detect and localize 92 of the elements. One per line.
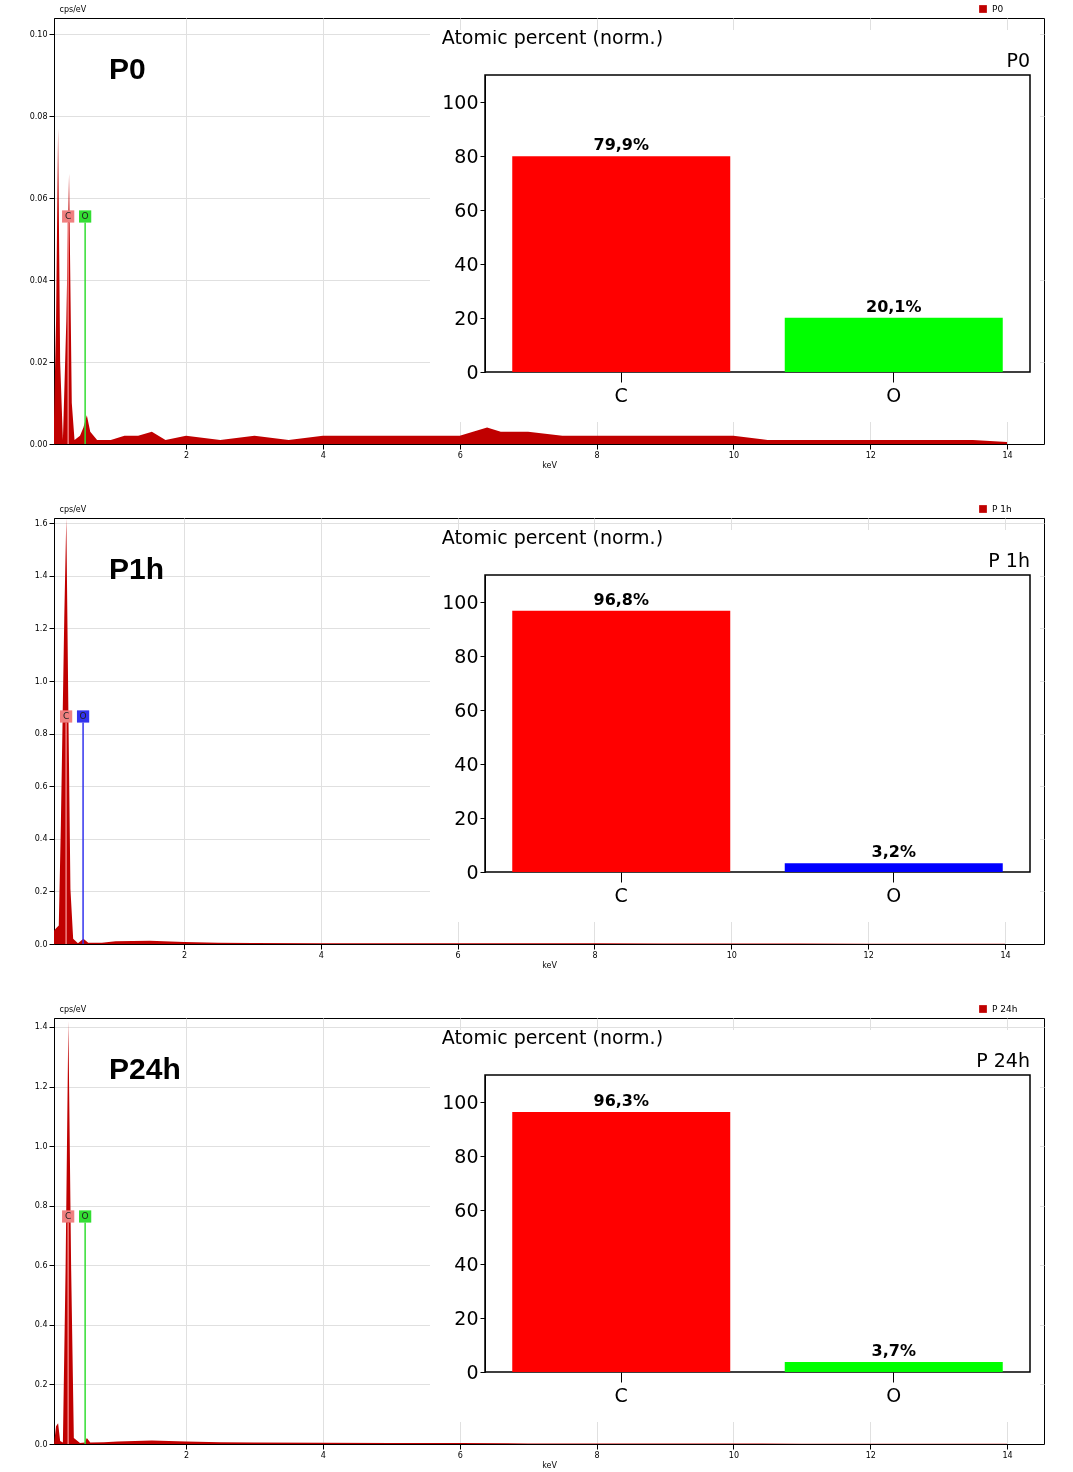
y-tick-label: 20 bbox=[454, 1306, 479, 1329]
y-tick-label: 100 bbox=[442, 590, 479, 613]
x-tick-label: 12 bbox=[865, 1450, 876, 1460]
ref-line-label: C bbox=[65, 211, 72, 222]
y-tick-label: 100 bbox=[442, 1090, 479, 1113]
x-tick-label: 10 bbox=[726, 950, 737, 960]
legend-label: P0 bbox=[992, 4, 1004, 14]
y-tick-label: 1.4 bbox=[34, 571, 48, 581]
legend-label: P 24h bbox=[992, 1004, 1018, 1014]
legend-label: P 1h bbox=[992, 504, 1012, 514]
y-tick-label: 80 bbox=[454, 144, 479, 167]
y-tick-label: 0.00 bbox=[29, 439, 48, 449]
annotation: P1h bbox=[109, 552, 165, 585]
y-tick-label: 0 bbox=[466, 860, 479, 883]
y-tick-label: 1.0 bbox=[34, 676, 48, 686]
y-tick-label: 0.4 bbox=[34, 1320, 48, 1330]
y-tick-label: 1.4 bbox=[34, 1022, 48, 1032]
x-tick-label: 4 bbox=[320, 1450, 326, 1460]
x-tick-label: 12 bbox=[865, 450, 876, 460]
y-axis-title: cps/eV bbox=[59, 4, 87, 14]
ref-line-label: O bbox=[81, 1211, 89, 1222]
x-axis-title: keV bbox=[542, 1460, 558, 1470]
y-tick-label: 0.8 bbox=[34, 729, 48, 739]
annotation: P 24h bbox=[976, 1049, 1030, 1071]
y-tick-label: 0 bbox=[466, 1360, 479, 1383]
data-label: 96,8% bbox=[593, 589, 650, 609]
y-tick-label: 60 bbox=[454, 698, 479, 721]
y-tick-label: 80 bbox=[454, 1144, 479, 1167]
y-tick-label: 60 bbox=[454, 1198, 479, 1221]
x-tick-label: 10 bbox=[728, 450, 739, 460]
x-tick-label: 8 bbox=[592, 950, 598, 960]
data-label: 79,9% bbox=[593, 135, 650, 155]
x-tick-label: 2 bbox=[184, 450, 190, 460]
x-tick-label: 8 bbox=[594, 450, 600, 460]
x-tick-label: 4 bbox=[320, 450, 326, 460]
y-tick-label: 0.0 bbox=[34, 939, 48, 949]
annotation: P24h bbox=[109, 1052, 181, 1085]
y-tick-label: 1.2 bbox=[34, 1082, 48, 1092]
x-tick-label: 14 bbox=[1000, 950, 1011, 960]
y-tick-label: 0.10 bbox=[29, 29, 48, 39]
x-tick-label: 14 bbox=[1002, 450, 1013, 460]
y-tick-label: 0.0 bbox=[34, 1439, 48, 1449]
y-axis-title: cps/eV bbox=[59, 1004, 87, 1014]
ref-line-label: C bbox=[62, 711, 70, 722]
x-axis-title: keV bbox=[542, 460, 558, 470]
x-tick-label: 4 bbox=[318, 950, 324, 960]
y-tick-label: 1.6 bbox=[34, 518, 48, 528]
y-tick-label: 1.2 bbox=[34, 623, 48, 633]
data-label: 3,7% bbox=[871, 1341, 916, 1361]
x-tick-label: 2 bbox=[184, 1450, 190, 1460]
x-tick-label: 14 bbox=[1002, 1450, 1013, 1460]
y-tick-label: 0.4 bbox=[34, 834, 48, 844]
x-axis-title: keV bbox=[542, 960, 558, 970]
annotation: P 1h bbox=[988, 549, 1030, 571]
y-tick-label: 40 bbox=[454, 1252, 479, 1275]
y-tick-label: 20 bbox=[454, 306, 479, 329]
ref-line-label: C bbox=[65, 1211, 72, 1222]
x-tick-label: 6 bbox=[457, 1450, 463, 1460]
chart-title: Atomic percent (norm.) bbox=[441, 1026, 664, 1048]
y-tick-label: 0.08 bbox=[29, 111, 48, 121]
chart-title: Atomic percent (norm.) bbox=[441, 26, 664, 48]
y-tick-label: 20 bbox=[454, 806, 479, 829]
data-label: 3,2% bbox=[871, 842, 916, 862]
x-tick-label: 8 bbox=[594, 1450, 600, 1460]
ref-line-label: O bbox=[81, 211, 89, 222]
x-tick-label: 6 bbox=[457, 450, 463, 460]
chart-title: Atomic percent (norm.) bbox=[441, 526, 664, 548]
x-tick-label: 6 bbox=[455, 950, 461, 960]
annotation: P0 bbox=[109, 52, 146, 85]
y-tick-label: 0.6 bbox=[34, 781, 48, 791]
y-tick-label: 0.06 bbox=[29, 193, 48, 203]
y-tick-label: 0.8 bbox=[34, 1201, 48, 1211]
annotation: P0 bbox=[1006, 49, 1030, 71]
y-tick-label: 40 bbox=[454, 252, 479, 275]
y-tick-label: 0.2 bbox=[34, 1379, 48, 1389]
y-tick-label: 0.02 bbox=[29, 357, 48, 367]
x-tick-label: 2 bbox=[181, 950, 188, 960]
y-tick-label: 1.0 bbox=[34, 1141, 48, 1151]
y-tick-label: 0 bbox=[466, 360, 479, 383]
ref-line-label: O bbox=[79, 711, 87, 722]
y-axis-title: cps/eV bbox=[59, 504, 87, 514]
y-tick-label: 0.04 bbox=[29, 275, 48, 285]
y-tick-label: 60 bbox=[454, 198, 479, 221]
y-tick-label: 0.2 bbox=[34, 886, 48, 896]
y-tick-label: 0.6 bbox=[34, 1260, 48, 1270]
data-label: 96,3% bbox=[593, 1090, 650, 1110]
y-tick-label: 100 bbox=[442, 90, 479, 113]
data-label: 20,1% bbox=[865, 296, 922, 316]
y-tick-label: 80 bbox=[454, 644, 479, 667]
x-tick-label: 10 bbox=[728, 1450, 739, 1460]
y-tick-label: 40 bbox=[454, 752, 479, 775]
x-tick-label: 12 bbox=[863, 950, 874, 960]
